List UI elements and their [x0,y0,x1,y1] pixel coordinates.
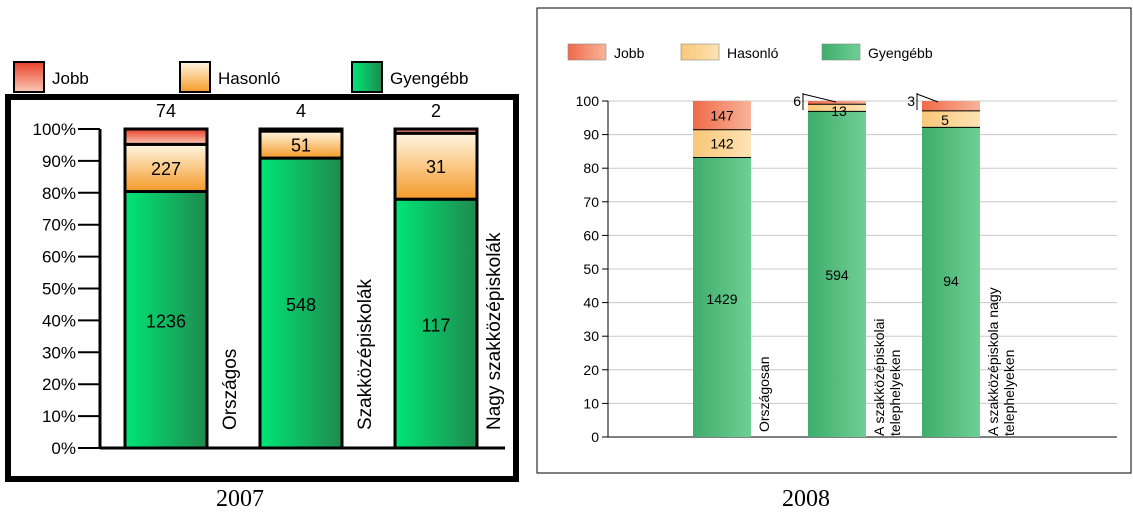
y-tick-label-4-2008: 40 [583,295,599,311]
legend-label-jobb-2007: Jobb [52,69,89,88]
data-label-gyengebb-orsz-gos-2007: 1236 [146,312,186,332]
data-label-jobb-orsz-gosan-2008: 147 [710,107,734,123]
y-tick-label-9-2007: 90% [42,152,76,171]
y-tick-label-3-2007: 30% [42,343,76,362]
data-label-hasonlo-a-szakk-z-piskola-nagy-telephelyeken-2008: 5 [941,112,949,128]
bar-gyengebb-nagy-szakk-z-piskol-k-2007 [393,197,479,450]
data-label-gyengebb-a-szakk-z-piskolai-telephelyeken-2008: 594 [825,267,849,283]
year-label-2007: 2007 [216,486,264,512]
data-label-hasonlo-szakk-z-piskol-k-2007: 51 [291,136,311,156]
y-tick-label-6-2007: 60% [42,248,76,267]
y-tick-label-8-2007: 80% [42,184,76,203]
data-label-hasonlo-orsz-gos-2007: 227 [151,159,181,179]
bar-gyengebb-orsz-gosan-2008 [693,157,751,437]
legend-swatch-gyeng-bb-2007 [351,61,383,93]
y-tick-label-5-2008: 50 [583,261,599,277]
category-label-a-szakk-z-piskola-nagy-telephelyeken-line2-2008: telephelyeken [1001,350,1017,436]
year-label-2008: 2008 [782,486,830,512]
y-tick-label-2-2007: 20% [42,375,76,394]
bar-jobb-orsz-gosan-2008 [693,101,751,130]
bar-gyengebb-szakk-z-piskol-k-2007 [258,156,344,450]
bar-jobb-a-szakk-z-piskola-nagy-telephelyeken-2008 [922,101,980,111]
data-label-hasonlo-a-szakk-z-piskolai-telephelyeken-2008: 13 [831,103,847,119]
data-label-jobb-nagy-szakk-z-piskol-k-2007: 2 [431,101,441,121]
legend-swatch-gyeng-bb-2008 [821,43,861,61]
data-label-jobb-a-szakk-z-piskolai-telephelyeken-2008: 6 [793,93,801,109]
bar-jobb-orsz-gos-2007 [123,127,209,146]
y-tick-label-0-2007: 0% [51,439,76,458]
y-tick-label-5-2007: 50% [42,280,76,299]
legend-label-jobb-2008: Jobb [614,45,645,61]
y-tick-label-3-2008: 30 [583,328,599,344]
legend-swatch-hasonl-2007 [179,61,211,93]
data-label-gyengebb-a-szakk-z-piskola-nagy-telephelyeken-2008: 94 [943,273,959,289]
data-label-hasonlo-nagy-szakk-z-piskol-k-2007: 31 [426,157,446,177]
bar-hasonlo-szakk-z-piskol-k-2007 [258,129,344,160]
y-tick-label-4-2007: 40% [42,311,76,330]
data-label-hasonlo-orsz-gosan-2008: 142 [710,136,734,152]
y-tick-label-10-2007: 100% [33,120,76,139]
bar-hasonlo-nagy-szakk-z-piskol-k-2007 [393,131,479,201]
y-tick-label-1-2007: 10% [42,407,76,426]
y-tick-label-2-2008: 20 [583,362,599,378]
bar-gyengebb-a-szakk-z-piskola-nagy-telephelyeken-2008 [922,127,980,438]
category-label-szakk-z-piskol-k-2007: Szakközépiskolák [355,278,376,430]
y-tick-label-0-2008: 0 [591,429,599,445]
legend-swatch-hasonl-2008 [680,43,720,61]
data-label-jobb-orsz-gos-2007: 74 [156,101,176,121]
legend-swatch-jobb-2008 [567,43,607,61]
category-label-orsz-gosan-2008: Országosan [756,357,772,432]
category-label-orsz-gos-2007: Országos [220,349,241,430]
bar-gyengebb-a-szakk-z-piskolai-telephelyeken-2008 [808,111,866,437]
bar-gyengebb-orsz-gos-2007 [123,189,209,450]
data-label-jobb-a-szakk-z-piskola-nagy-telephelyeken-2008: 3 [907,93,915,109]
category-label-a-szakk-z-piskola-nagy-telephelyeken-2008: A szakközépiskola nagy [985,287,1001,436]
y-tick-label-1-2008: 10 [583,395,599,411]
y-tick-label-8-2008: 80 [583,160,599,176]
category-label-nagy-szakk-z-piskol-k-2007: Nagy szakközépiskolák [484,232,505,430]
legend-label-hasonl-2008: Hasonló [727,45,779,61]
category-label-a-szakk-z-piskolai-telephelyeken-line2-2008: telephelyeken [887,350,903,436]
bar-hasonlo-orsz-gos-2007 [123,142,209,193]
bar-jobb-a-szakk-z-piskolai-telephelyeken-2008 [808,101,866,105]
data-label-gyengebb-orsz-gosan-2008: 1429 [706,291,737,307]
bar-hasonlo-orsz-gosan-2008 [693,129,751,158]
bar-hasonlo-a-szakk-z-piskola-nagy-telephelyeken-2008 [922,110,980,128]
legend-swatch-jobb-2007 [13,61,45,93]
leader-line-a-szakk-z-piskola-nagy-telephelyeken-2008 [916,93,939,103]
category-label-a-szakk-z-piskolai-telephelyeken-2008: A szakközépiskolai [871,318,887,436]
data-label-gyengebb-szakk-z-piskol-k-2007: 548 [286,295,316,315]
y-tick-label-7-2007: 70% [42,216,76,235]
bar-hasonlo-a-szakk-z-piskolai-telephelyeken-2008 [808,104,866,112]
data-label-gyengebb-nagy-szakk-z-piskol-k-2007: 117 [422,316,451,336]
leader-line-a-szakk-z-piskolai-telephelyeken-2008 [802,93,837,103]
y-tick-label-6-2008: 60 [583,227,599,243]
bar-jobb-nagy-szakk-z-piskol-k-2007 [393,127,479,135]
bar-jobb-szakk-z-piskol-k-2007 [258,127,344,133]
y-tick-label-9-2008: 90 [583,127,599,143]
legend-label-hasonl-2007: Hasonló [218,69,280,88]
legend-label-gyeng-bb-2007: Gyengébb [390,69,468,88]
y-tick-label-7-2008: 70 [583,194,599,210]
data-label-jobb-szakk-z-piskol-k-2007: 4 [296,101,306,121]
y-tick-label-10-2008: 100 [576,93,600,109]
legend-label-gyeng-bb-2008: Gyengébb [868,45,933,61]
